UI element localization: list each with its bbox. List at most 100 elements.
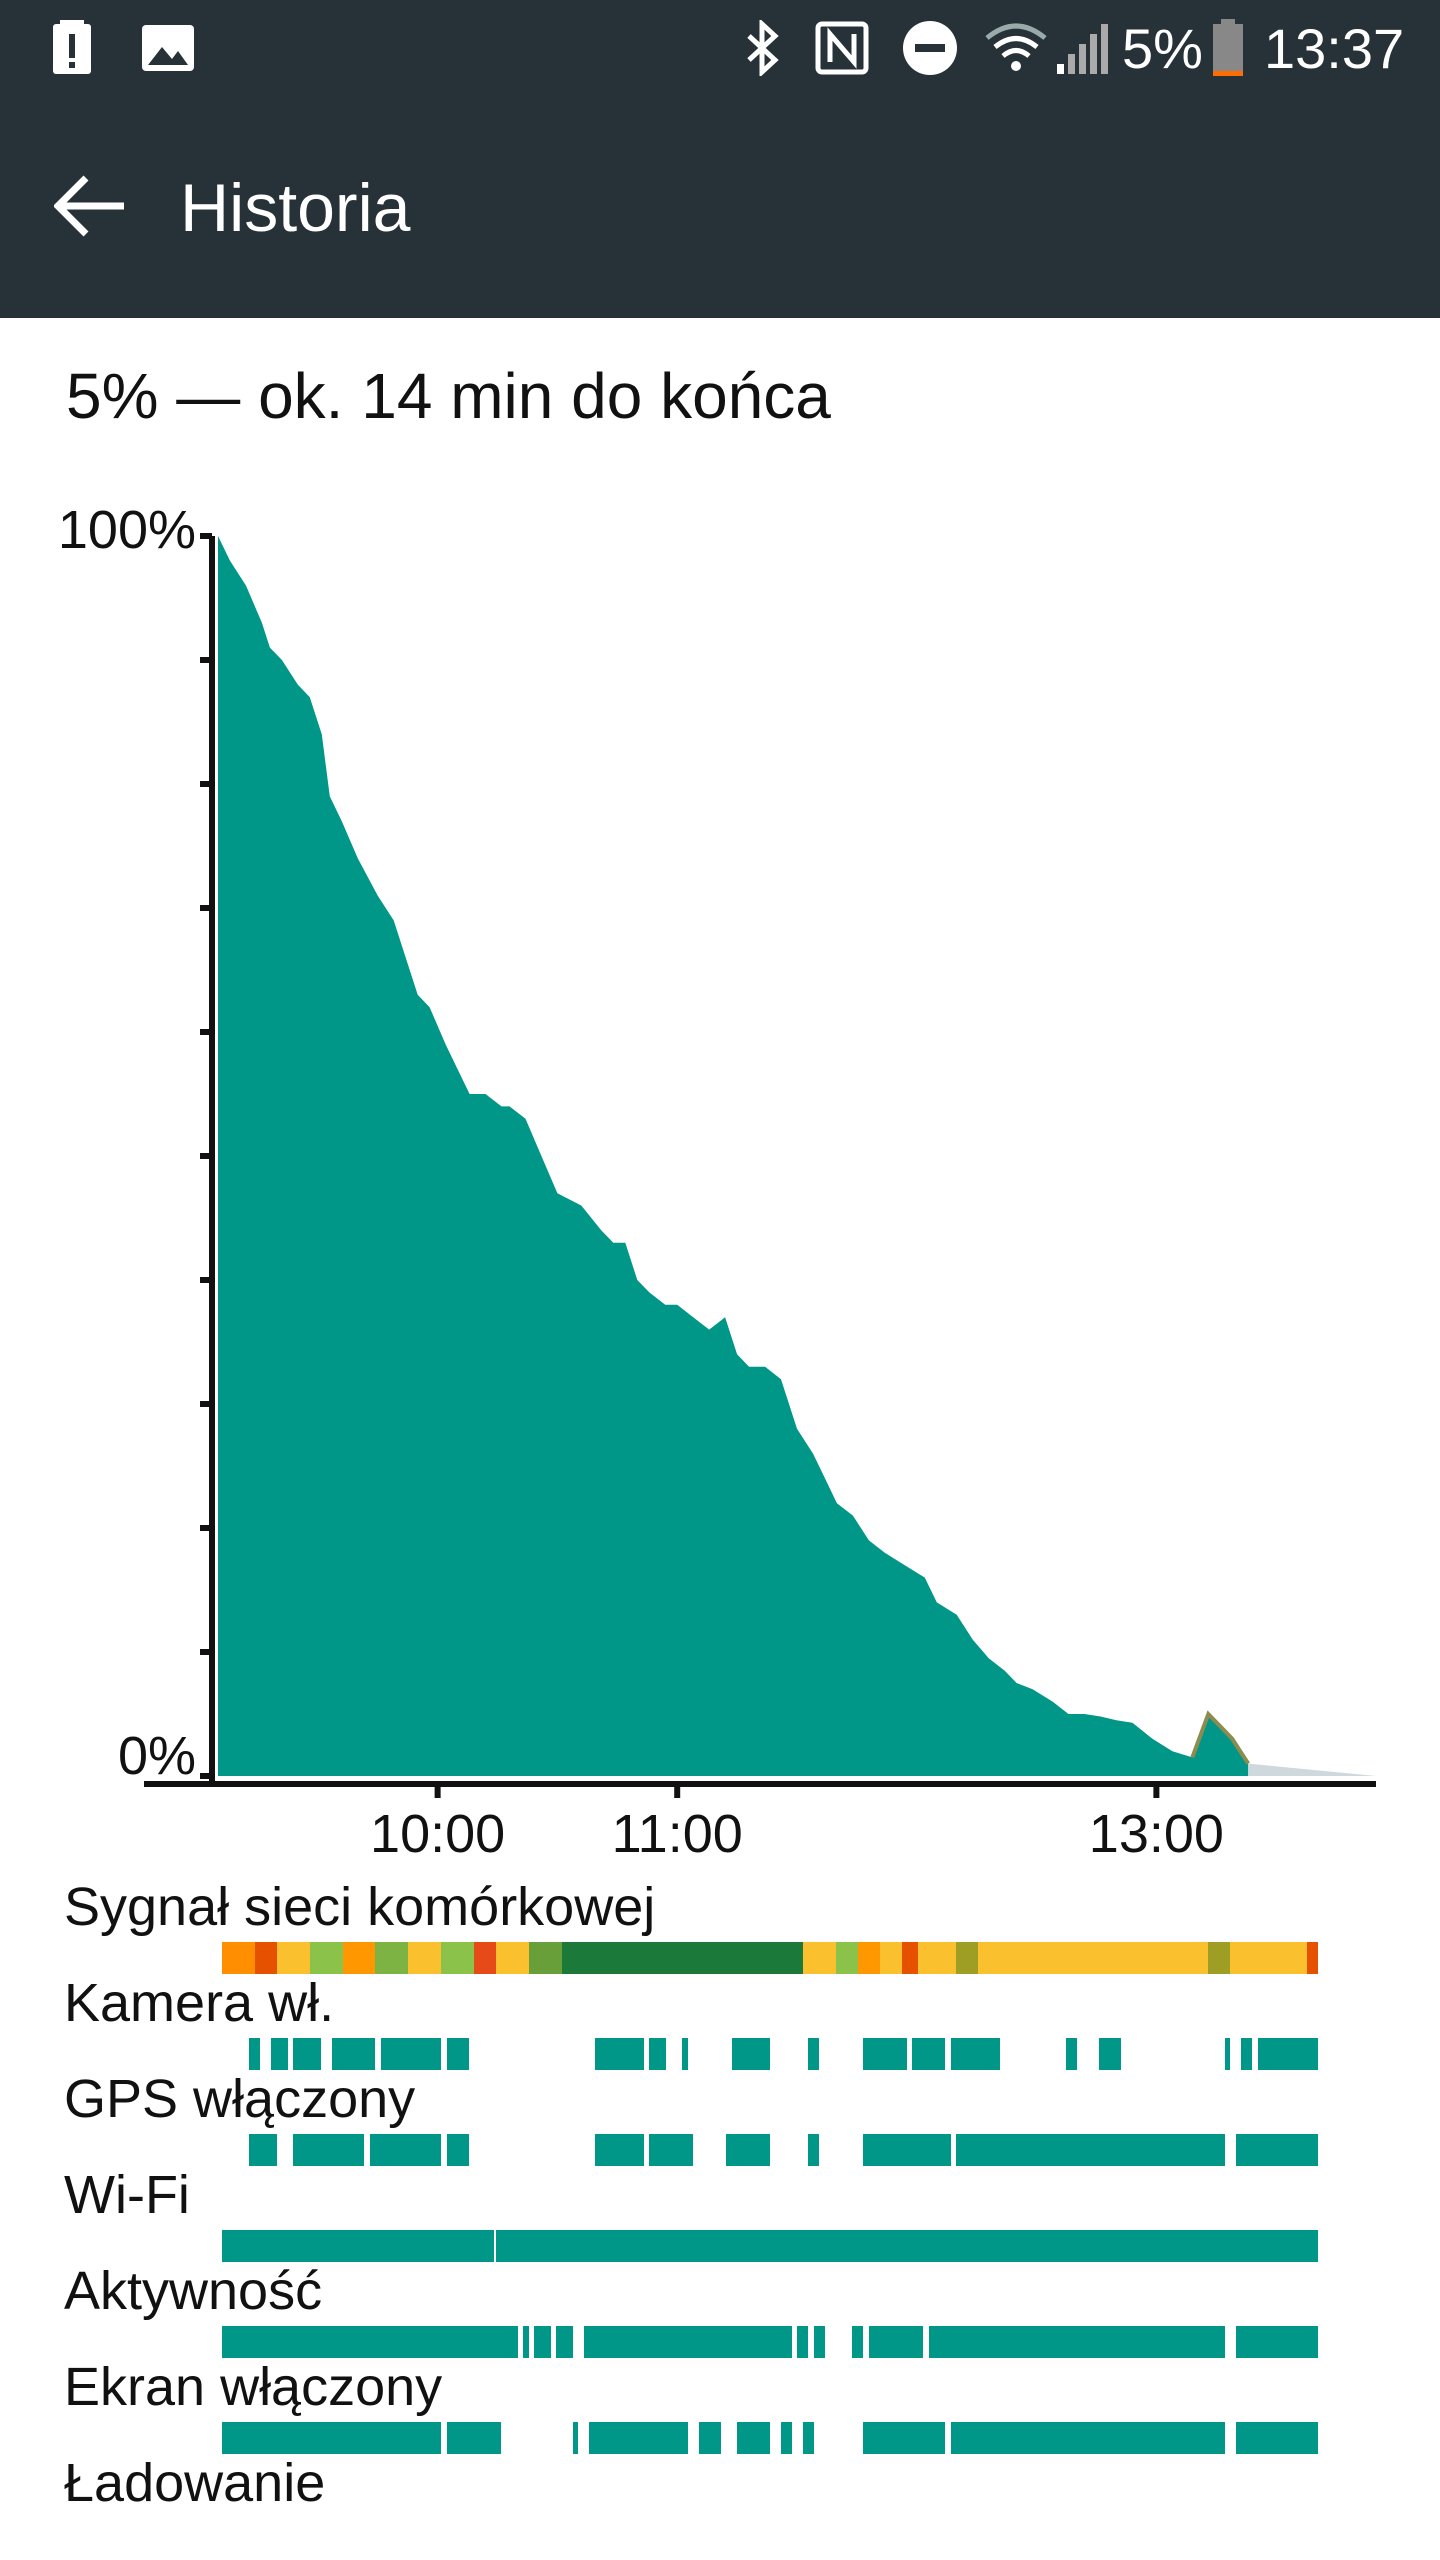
track-label: GPS włączony [64,2069,416,2129]
track-segment [446,2422,502,2454]
track-segment [1235,2422,1318,2454]
track-segment [222,1942,255,1974]
track-segment [572,2422,579,2454]
track-segment [879,1942,902,1974]
track-segment [731,2038,770,2070]
track-segment [813,2326,825,2358]
page-title: Historia [180,170,411,246]
track-segment [561,1942,803,1974]
track-segment [868,2326,924,2358]
x-tick-label: 11:00 [612,1804,743,1864]
track-segment [950,2038,1001,2070]
track-segment [649,2038,666,2070]
track-segment [802,1942,836,1974]
battery-level-area [218,536,1249,1776]
track-segment [912,2038,946,2070]
track-segment [682,2038,688,2070]
y-tick-label-min: 0% [118,1726,196,1786]
track-segment [556,2326,573,2358]
track-segment [978,1942,1209,1974]
cell-signal-icon [1052,20,1112,76]
arrow-back-icon [54,175,124,237]
track-segment [408,1942,442,1974]
track-segment [1307,1942,1318,1974]
track-segment [780,2422,792,2454]
track-bar [222,2422,1318,2454]
track-segment [523,2326,529,2358]
track-segment [369,2134,442,2166]
track-segment [222,2230,494,2262]
track-segment [276,1942,310,1974]
track-label: Kamera wł. [64,1973,335,2033]
track-segment [589,2422,688,2454]
track-segment [808,2038,820,2070]
battery-summary: 5% — ok. 14 min do końca [66,360,831,432]
track-label: Ekran włączony [64,2357,443,2417]
track-segment [956,2134,1225,2166]
track-segment [1241,2038,1253,2070]
track-bar [222,2038,1318,2070]
nfc-icon [812,20,872,76]
x-tick-label: 13:00 [1089,1804,1224,1864]
track-segment [835,1942,858,1974]
do-not-disturb-icon [898,20,962,76]
track-segment [496,1942,529,1974]
track-segment [342,1942,376,1974]
track-segment [901,1942,918,1974]
track-segment [928,2326,1225,2358]
y-tick-label-max: 100% [58,500,196,560]
track-segment [474,1942,496,1974]
track-segment [222,2326,518,2358]
track-segment [1257,2038,1318,2070]
track-segment [249,2134,277,2166]
prediction-area [1248,1763,1376,1776]
alert-icon [46,20,98,76]
track-segment [446,2134,469,2166]
track-segment [331,2038,376,2070]
track-segment [737,2422,770,2454]
track-segment [293,2038,321,2070]
track-segment [222,2422,442,2454]
track-segment [698,2422,721,2454]
track-segment [863,2038,907,2070]
track-segment [950,2422,1225,2454]
track-segment [534,2326,551,2358]
track-segment [1208,1942,1231,1974]
track-segment [496,2230,1318,2262]
recent-level-outline [1190,1710,1250,1765]
track-segment [380,2038,442,2070]
track-bar [222,2230,1318,2262]
track-segment [863,2134,951,2166]
track-segment [1230,1942,1308,1974]
track-segment [863,2422,946,2454]
back-button[interactable] [40,156,140,256]
track-bar [222,2134,1318,2166]
battery-chart: 10:00 11:00 13:00 100% 0% [58,500,1376,1864]
battery-percent-text: 5% [1122,17,1203,80]
app-bar: Historia [0,96,1440,318]
track-segment [594,2038,644,2070]
track-segment [594,2134,644,2166]
track-segment [528,1942,562,1974]
track-segment [309,1942,343,1974]
track-segment [802,2422,814,2454]
clock-text: 13:37 [1264,17,1405,80]
track-segment [249,2038,261,2070]
track-segment [917,1942,957,1974]
bluetooth-icon [738,20,788,76]
track-segment [797,2326,809,2358]
track-segment [857,1942,880,1974]
track-segment [649,2134,694,2166]
track-segment [271,2038,288,2070]
track-segment [293,2134,365,2166]
track-label: Ładowanie [64,2453,326,2513]
track-segment [1098,2038,1121,2070]
track-label: Wi-Fi [64,2165,190,2225]
track-label: Aktywność [64,2261,323,2321]
track-segment [1235,2134,1318,2166]
x-tick-label: 10:00 [370,1804,505,1864]
track-segment [375,1942,409,1974]
track-segment [808,2134,820,2166]
image-icon [138,20,198,76]
track-label: Sygnał sieci komórkowej [64,1877,656,1937]
